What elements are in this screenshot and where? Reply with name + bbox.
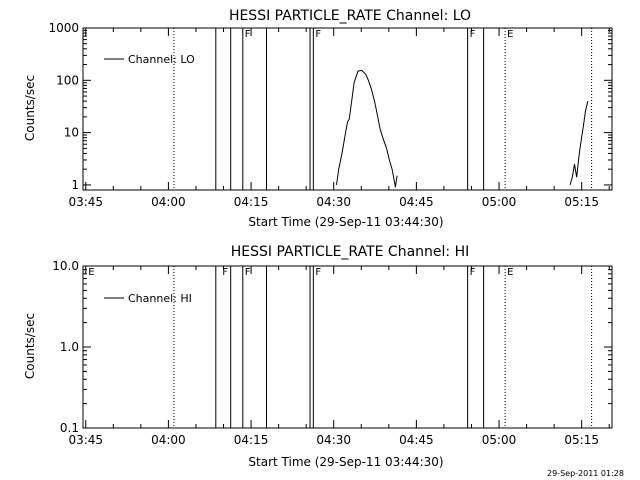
hi-y-tick-label: 1.0: [60, 340, 79, 354]
lo-marker-letter-f: F: [470, 29, 476, 40]
hi-marker-letter-f: F: [222, 267, 228, 278]
hi-marker-letter-f: F: [245, 267, 251, 278]
hi-legend-label: Channel: HI: [128, 292, 192, 305]
lo-x-tick-label: 03:45: [68, 195, 103, 209]
lo-chart-title: HESSI PARTICLE_RATE Channel: LO: [229, 8, 471, 24]
lo-x-tick-label: 05:15: [564, 195, 599, 209]
lo-rate-curve: [336, 69, 398, 188]
hi-x-tick-label: 04:15: [234, 433, 269, 447]
hi-legend: Channel: HI: [104, 292, 192, 305]
hi-x-tick-label: 05:15: [564, 433, 599, 447]
lo-channel-panel: HESSI PARTICLE_RATE Channel: LO Counts/s…: [23, 8, 613, 229]
lo-plot-frame: [82, 27, 613, 191]
lo-x-axis-label: Start Time (29-Sep-11 03:44:30): [248, 215, 443, 229]
lo-y-tick-label: 10: [64, 126, 79, 140]
lo-rate-curve: [569, 100, 589, 186]
hi-x-tick-label: 05:00: [482, 433, 517, 447]
hi-chart-title: HESSI PARTICLE_RATE Channel: HI: [231, 244, 469, 260]
lo-marker-letter-f: F: [315, 29, 321, 40]
lo-y-tick-label: 1000: [48, 21, 79, 35]
hi-x-tick-label: 04:45: [399, 433, 434, 447]
hi-y-tick-label: 10.0: [52, 259, 79, 273]
lo-marker-letter-f: F: [245, 29, 251, 40]
hi-channel-panel: HESSI PARTICLE_RATE Channel: HI Counts/s…: [23, 244, 613, 469]
lo-x-tick-label: 04:15: [234, 195, 269, 209]
hi-x-tick-label: 04:00: [151, 433, 186, 447]
lo-x-tick-label: 04:00: [151, 195, 186, 209]
lo-y-tick-label: 100: [56, 73, 79, 87]
lo-marker-letter-e: E: [507, 29, 513, 40]
lo-y-axis-label: Counts/sec: [23, 75, 37, 141]
hi-y-tick-label: 0.1: [60, 421, 79, 435]
lo-legend: Channel: LO: [104, 53, 195, 66]
hi-marker-letter-e: E: [507, 267, 513, 278]
hi-marker-letter-e: E: [88, 267, 94, 278]
plot-timestamp: 29-Sep-2011 01:28: [547, 469, 624, 478]
lo-y-tick-label: 1: [71, 178, 79, 192]
lo-x-tick-label: 04:30: [316, 195, 351, 209]
hi-x-axis-label: Start Time (29-Sep-11 03:44:30): [248, 455, 443, 469]
hi-marker-letter-f: F: [315, 267, 321, 278]
lo-x-tick-label: 05:00: [482, 195, 517, 209]
hi-x-tick-label: 03:45: [68, 433, 103, 447]
hi-x-tick-label: 04:30: [316, 433, 351, 447]
hi-y-axis-label: Counts/sec: [23, 313, 37, 379]
hi-marker-letter-f: F: [470, 267, 476, 278]
lo-x-tick-label: 04:45: [399, 195, 434, 209]
lo-legend-label: Channel: LO: [128, 53, 195, 66]
